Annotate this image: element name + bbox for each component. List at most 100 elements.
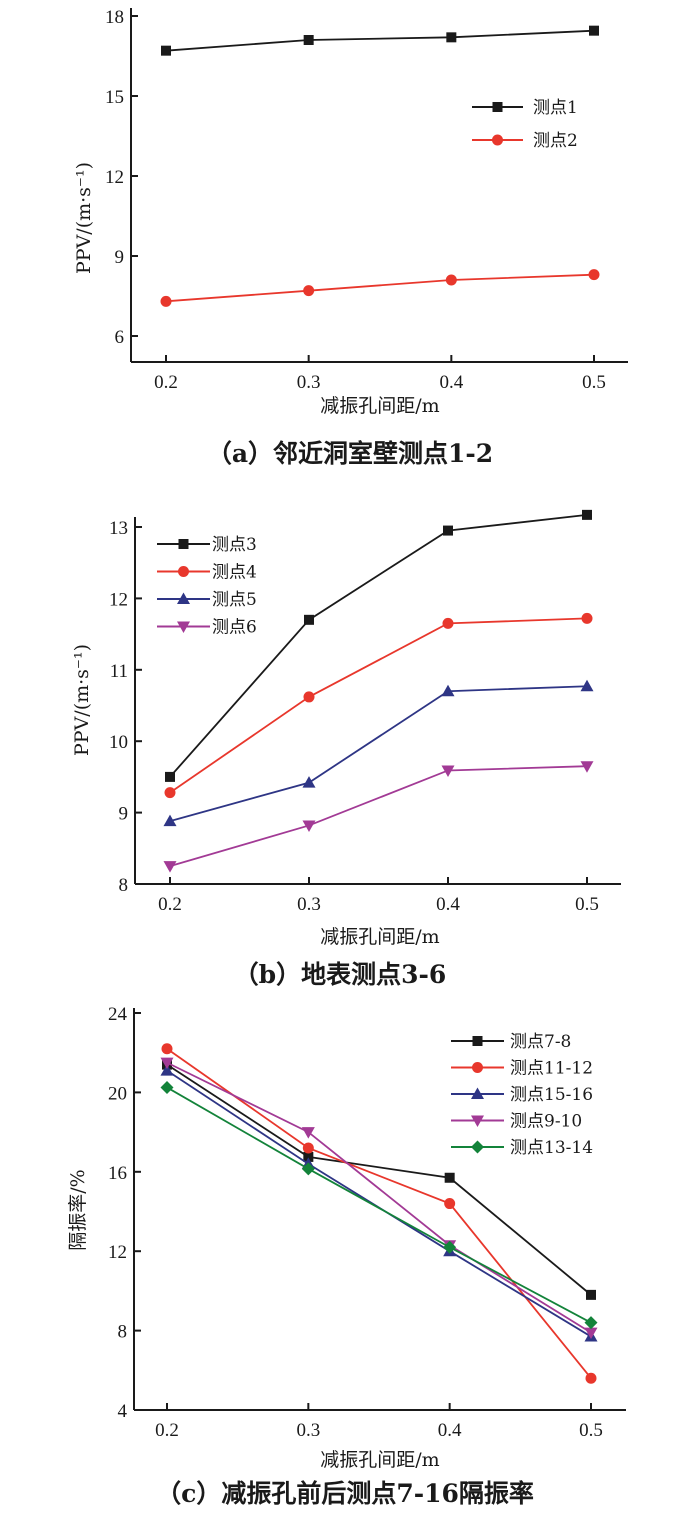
- series-测点1: [161, 25, 599, 56]
- legend-marker: [472, 1036, 483, 1046]
- y-axis-title-c: 隔振率/%: [67, 1169, 89, 1250]
- data-point: [160, 1057, 174, 1070]
- legend-label: 测点7-8: [510, 1032, 571, 1052]
- data-point: [442, 617, 454, 629]
- series-line: [169, 617, 588, 794]
- y-tick-label: 8: [118, 1322, 128, 1343]
- legend-item: 测点15-16: [451, 1085, 593, 1105]
- x-tick-label: 0.2: [154, 372, 178, 393]
- data-point: [584, 1327, 598, 1340]
- data-point: [302, 820, 316, 832]
- legend-label: 测点6: [212, 618, 257, 638]
- series-line: [166, 1063, 592, 1296]
- legend-marker: [492, 102, 503, 112]
- data-point: [441, 684, 455, 697]
- y-axis-title-b: PPV/(m·s⁻¹): [71, 644, 93, 756]
- legend-label: 测点4: [212, 563, 257, 583]
- x-axis-title-c: 减振孔间距/m: [320, 1449, 439, 1471]
- legend-label: 测点9-10: [510, 1112, 582, 1132]
- data-point: [584, 1316, 598, 1330]
- data-point: [303, 1151, 314, 1162]
- x-tick-label: 0.3: [297, 372, 321, 393]
- series-line: [166, 1069, 592, 1338]
- x-axis-title-b: 减振孔间距/m: [320, 926, 439, 948]
- x-tick-label: 0.5: [575, 894, 599, 915]
- y-tick-label: 12: [109, 589, 128, 610]
- data-point: [160, 295, 172, 307]
- caption-b: （b）地表测点3-6: [234, 960, 447, 989]
- legend-item: 测点4: [157, 563, 257, 583]
- data-point: [589, 25, 599, 36]
- y-tick-label: 12: [108, 1242, 127, 1263]
- x-tick-label: 0.4: [436, 894, 460, 915]
- data-point: [164, 787, 176, 799]
- x-tick-label: 0.3: [297, 894, 321, 915]
- chart-panel-b: 8 9 10 11 12 13 0.2 0.3 0.4 0.5 测点3 测点4 测点5 测点6 减振孔间距…: [71, 509, 621, 989]
- y-tick-label: 11: [110, 661, 128, 682]
- legend-marker: [472, 1062, 483, 1073]
- legend-marker: [471, 1115, 484, 1127]
- x-tick-label: 0.3: [296, 1420, 320, 1441]
- data-point: [163, 814, 177, 827]
- data-point: [445, 274, 457, 286]
- data-point: [301, 1162, 315, 1176]
- series-line: [169, 513, 588, 778]
- y-tick-label: 20: [108, 1083, 127, 1104]
- x-tick-label: 0.5: [582, 372, 606, 393]
- data-point: [441, 765, 455, 777]
- legend-label: 测点3: [212, 535, 257, 555]
- legend-marker: [178, 566, 189, 577]
- data-point: [443, 525, 453, 536]
- data-point: [582, 509, 592, 520]
- data-point: [161, 1043, 173, 1055]
- data-point: [581, 612, 593, 624]
- caption-c: （c）减振孔前后测点7-16隔振率: [156, 1479, 534, 1508]
- y-tick-label: 12: [105, 167, 124, 188]
- y-tick-label: 18: [105, 7, 124, 28]
- x-tick-label: 0.4: [439, 372, 463, 393]
- data-point: [165, 771, 175, 782]
- y-tick-label: 4: [118, 1401, 128, 1422]
- legend-marker: [178, 539, 189, 549]
- plot-area-b: 8 9 10 11 12 13 0.2 0.3 0.4 0.5 测点3 测点4 测点5 测点6: [109, 509, 621, 915]
- data-point: [160, 1080, 174, 1094]
- y-tick-label: 9: [119, 804, 129, 825]
- chart-panel-a: 6 9 12 15 18 0.2 0.3 0.4 0.5 测点1 测点2 减振孔间距/m PPV/(…: [73, 7, 628, 468]
- legend-item: 测点3: [157, 535, 257, 555]
- y-tick-label: 13: [109, 518, 128, 539]
- x-tick-label: 0.5: [579, 1420, 603, 1441]
- y-tick-label: 24: [108, 1004, 128, 1025]
- data-point: [303, 285, 315, 297]
- series-line: [169, 685, 588, 823]
- data-point: [588, 269, 600, 281]
- data-point: [580, 679, 594, 692]
- legend-marker: [471, 1087, 484, 1099]
- series-测点4: [164, 612, 593, 799]
- legend-marker: [492, 134, 503, 146]
- data-point: [304, 614, 314, 625]
- series-line: [165, 273, 595, 303]
- legend-marker: [177, 621, 190, 633]
- series-测点2: [160, 269, 600, 307]
- data-point: [301, 1127, 315, 1139]
- x-tick-label: 0.2: [155, 1420, 179, 1441]
- legend-item: 测点7-8: [451, 1032, 571, 1052]
- y-tick-label: 8: [119, 875, 129, 896]
- data-point: [443, 1240, 457, 1254]
- legend-item: 测点13-14: [451, 1138, 593, 1158]
- series-测点6: [163, 761, 594, 873]
- series-line: [166, 1061, 592, 1334]
- y-tick-label: 9: [115, 247, 125, 268]
- legend-label: 测点13-14: [510, 1138, 593, 1158]
- x-tick-label: 0.2: [158, 894, 182, 915]
- data-point: [160, 1064, 174, 1076]
- data-point: [586, 1289, 596, 1300]
- series-测点3: [165, 509, 592, 782]
- data-point: [444, 1172, 455, 1183]
- legend-label: 测点15-16: [510, 1085, 593, 1105]
- legend-item: 测点6: [157, 618, 257, 638]
- legend-label: 测点2: [533, 131, 578, 151]
- chart-panel-c: 4 8 12 16 20 24 0.2 0.3 0.4 0.5 测点7-8 测点11-12 测点15-1…: [67, 1004, 626, 1508]
- legend-item: 测点11-12: [451, 1059, 593, 1079]
